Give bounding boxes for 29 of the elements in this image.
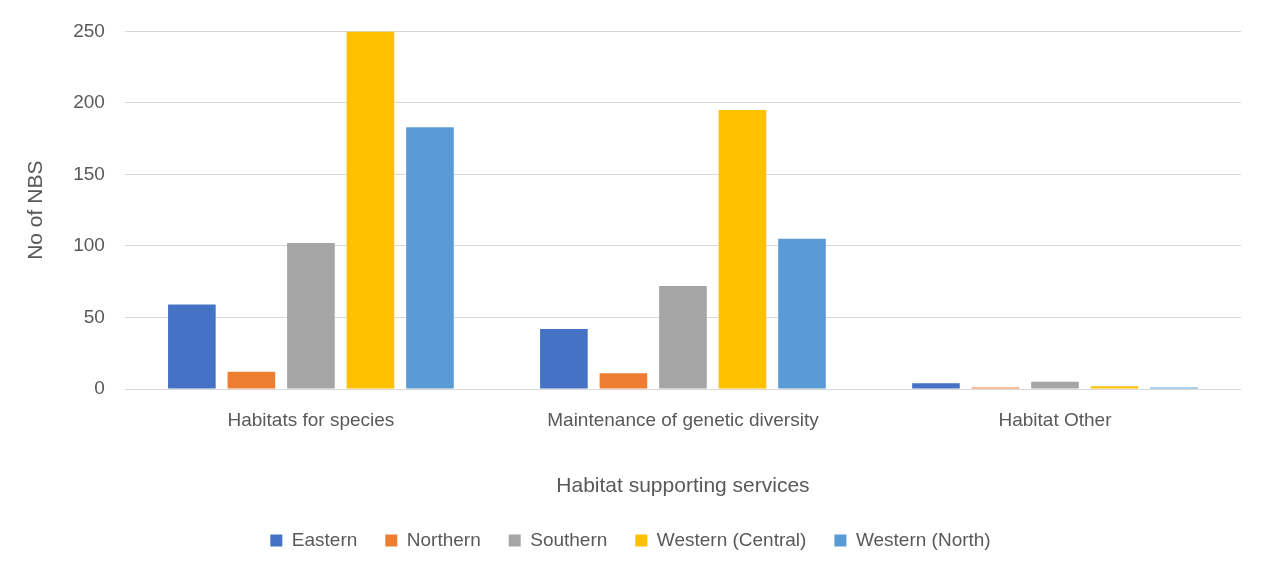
bar (778, 238, 826, 389)
legend-label: Southern (530, 528, 608, 550)
x-tick-label: Habitat Other (998, 408, 1113, 430)
y-tick-label: 200 (73, 91, 105, 113)
x-axis-title: Habitat supporting services (556, 473, 810, 497)
bar (287, 243, 335, 389)
bar (406, 127, 454, 389)
bar (1031, 381, 1079, 389)
y-tick-label: 50 (83, 305, 105, 327)
x-tick-label: Maintenance of genetic diversity (547, 408, 820, 430)
bar (912, 383, 960, 389)
bar (718, 110, 767, 389)
bar (540, 328, 588, 389)
y-axis-title: No of NBS (23, 160, 47, 260)
y-tick-label: 100 (73, 234, 105, 256)
legend-label: Western (Central) (656, 528, 807, 550)
y-tick-label: 250 (73, 19, 105, 41)
legend-label: Northern (406, 528, 481, 550)
bar (346, 31, 395, 389)
y-tick-label: 150 (73, 162, 105, 184)
bar (227, 371, 276, 389)
legend-label: Western (North) (855, 528, 991, 550)
bar (659, 286, 707, 389)
bar (1090, 386, 1139, 389)
bar (168, 304, 216, 389)
legend-label: Eastern (291, 528, 358, 550)
x-tick-label: Habitats for species (227, 408, 395, 430)
bar (599, 373, 648, 389)
y-tick-label: 0 (94, 377, 105, 399)
